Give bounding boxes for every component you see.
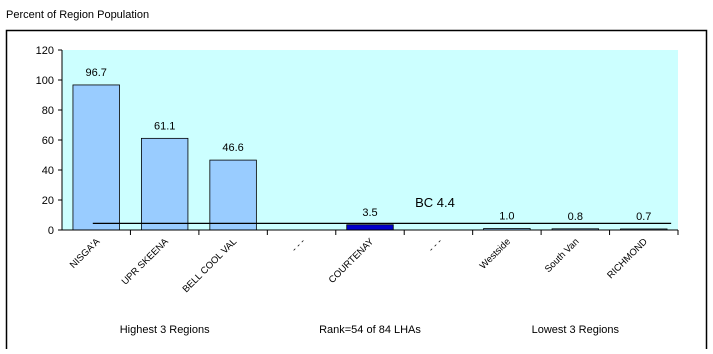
y-tick-label: 60 [42, 135, 54, 147]
x-tick-label: Westside [478, 236, 513, 271]
x-tick-label: - - - [289, 236, 307, 254]
group-label: Highest 3 Regions [120, 324, 210, 336]
bar [346, 224, 394, 231]
bar [72, 84, 120, 231]
x-tick-label: UPR SKEENA [120, 236, 172, 288]
value-label: 61.1 [154, 120, 175, 132]
y-tick-label: 120 [36, 45, 54, 57]
bar [209, 159, 257, 231]
y-tick-label: 100 [36, 75, 54, 87]
group-label: Rank=54 of 84 LHAs [319, 324, 421, 336]
bar [140, 137, 189, 231]
value-label: 0.8 [568, 211, 583, 223]
x-tick-label: COURTENAY [327, 236, 377, 286]
x-tick-label: South Van [543, 236, 582, 275]
value-label: 1.0 [499, 211, 514, 223]
chart-subtitle: Percent of Region Population [6, 9, 149, 21]
y-tick-label: 20 [42, 195, 54, 207]
y-tick-label: 80 [42, 105, 54, 117]
x-tick-label: - - - [426, 236, 444, 254]
x-tick-label: RICHMOND [605, 236, 650, 281]
reference-label: BC 4.4 [415, 195, 455, 210]
x-tick-label: BELL COOL VAL [181, 236, 240, 295]
y-tick-label: 0 [48, 225, 54, 237]
value-label: 96.7 [86, 67, 107, 79]
value-label: 46.6 [222, 142, 243, 154]
x-tick-label: NISGA'A [68, 236, 103, 271]
chart-frame [5, 29, 708, 354]
group-label: Lowest 3 Regions [532, 324, 620, 336]
value-label: 3.5 [362, 207, 377, 219]
y-tick-label: 40 [42, 165, 54, 177]
value-label: 0.7 [636, 211, 651, 223]
